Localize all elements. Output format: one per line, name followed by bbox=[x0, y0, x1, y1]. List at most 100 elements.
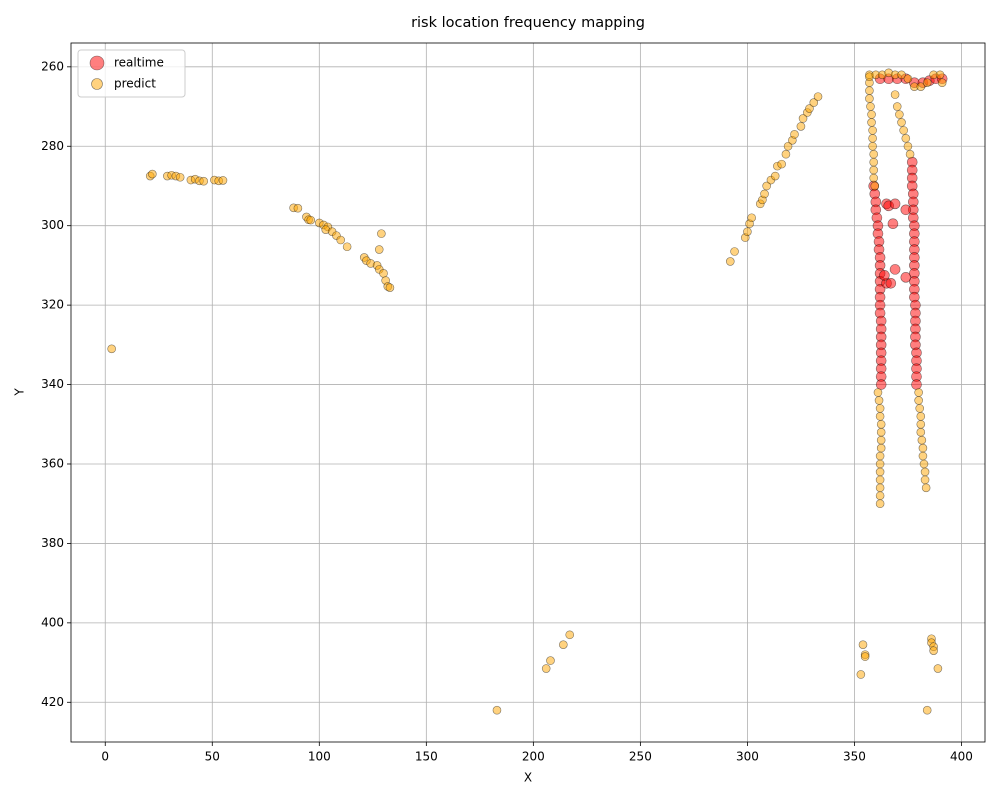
marks bbox=[107, 68, 948, 715]
point bbox=[920, 467, 930, 477]
point bbox=[920, 475, 930, 485]
y-tick-label: 280 bbox=[41, 139, 64, 153]
point bbox=[293, 203, 303, 213]
point bbox=[897, 70, 906, 80]
point bbox=[875, 379, 887, 390]
point bbox=[725, 257, 735, 266]
point bbox=[813, 92, 823, 101]
point bbox=[914, 388, 923, 397]
point bbox=[895, 110, 904, 119]
point bbox=[903, 141, 913, 151]
point bbox=[856, 670, 866, 679]
point bbox=[879, 270, 890, 281]
y-tick-label: 420 bbox=[41, 695, 64, 709]
point bbox=[869, 165, 878, 175]
point bbox=[796, 122, 806, 131]
point bbox=[903, 74, 913, 84]
point bbox=[866, 102, 875, 111]
point bbox=[897, 118, 906, 127]
y-tick-label: 340 bbox=[41, 377, 64, 391]
point bbox=[876, 443, 886, 453]
point bbox=[374, 245, 384, 254]
point bbox=[919, 459, 929, 469]
point bbox=[762, 181, 771, 191]
point bbox=[199, 176, 209, 186]
point bbox=[929, 646, 938, 655]
point bbox=[887, 218, 899, 230]
point bbox=[916, 427, 926, 437]
point bbox=[911, 379, 922, 390]
point bbox=[867, 110, 876, 119]
x-tick-label: 50 bbox=[205, 750, 220, 764]
y-tick-label: 400 bbox=[41, 615, 64, 629]
point bbox=[873, 388, 883, 397]
point bbox=[336, 235, 346, 245]
point bbox=[865, 86, 874, 95]
point bbox=[805, 104, 814, 113]
point bbox=[148, 169, 157, 179]
point bbox=[858, 640, 868, 649]
legend-marker bbox=[91, 78, 103, 90]
point bbox=[918, 451, 928, 461]
point bbox=[809, 98, 819, 107]
point bbox=[885, 277, 897, 289]
legend-marker bbox=[89, 55, 105, 71]
point bbox=[901, 134, 911, 143]
legend-label: realtime bbox=[114, 56, 164, 70]
point bbox=[385, 283, 395, 292]
point bbox=[546, 656, 555, 665]
point bbox=[342, 242, 352, 252]
point bbox=[107, 344, 116, 354]
point bbox=[541, 664, 551, 673]
point bbox=[922, 78, 932, 88]
x-tick-label: 350 bbox=[843, 750, 866, 764]
y-axis-label: Y bbox=[13, 388, 27, 397]
point bbox=[892, 102, 902, 111]
point bbox=[798, 114, 808, 123]
point bbox=[914, 396, 923, 405]
point bbox=[915, 404, 925, 413]
x-tick-label: 150 bbox=[415, 750, 438, 764]
point bbox=[743, 227, 752, 236]
point bbox=[770, 171, 780, 181]
point bbox=[379, 269, 388, 278]
x-tick-label: 200 bbox=[522, 750, 545, 764]
y-tick-label: 320 bbox=[41, 298, 64, 312]
grid: 0 50 100 150 200 250 300 350 400 260 280 300 320 340 3… bbox=[41, 43, 985, 764]
point bbox=[875, 491, 885, 501]
point bbox=[876, 435, 886, 445]
point bbox=[874, 396, 884, 405]
point bbox=[916, 412, 926, 421]
point bbox=[865, 94, 874, 103]
x-tick-label: 0 bbox=[101, 750, 109, 764]
point bbox=[760, 189, 769, 199]
x-axis-label: X bbox=[524, 771, 532, 785]
point bbox=[218, 176, 228, 185]
point bbox=[747, 213, 756, 223]
point bbox=[890, 90, 900, 99]
point bbox=[922, 705, 932, 715]
x-tick-label: 250 bbox=[629, 750, 652, 764]
x-tick-label: 300 bbox=[736, 750, 759, 764]
point bbox=[492, 705, 502, 715]
point bbox=[900, 204, 912, 216]
point bbox=[875, 404, 885, 413]
point bbox=[916, 419, 926, 429]
point bbox=[377, 229, 386, 238]
point bbox=[875, 475, 885, 485]
legend: realtime predict bbox=[77, 49, 186, 98]
point bbox=[875, 467, 885, 477]
point bbox=[935, 70, 945, 80]
point bbox=[889, 198, 901, 210]
point bbox=[306, 215, 316, 225]
point bbox=[875, 499, 885, 509]
point bbox=[933, 664, 943, 673]
point bbox=[875, 412, 885, 421]
point bbox=[559, 640, 568, 649]
plot-frame bbox=[70, 42, 986, 743]
point bbox=[917, 435, 927, 445]
point bbox=[921, 483, 931, 493]
point bbox=[869, 157, 878, 167]
